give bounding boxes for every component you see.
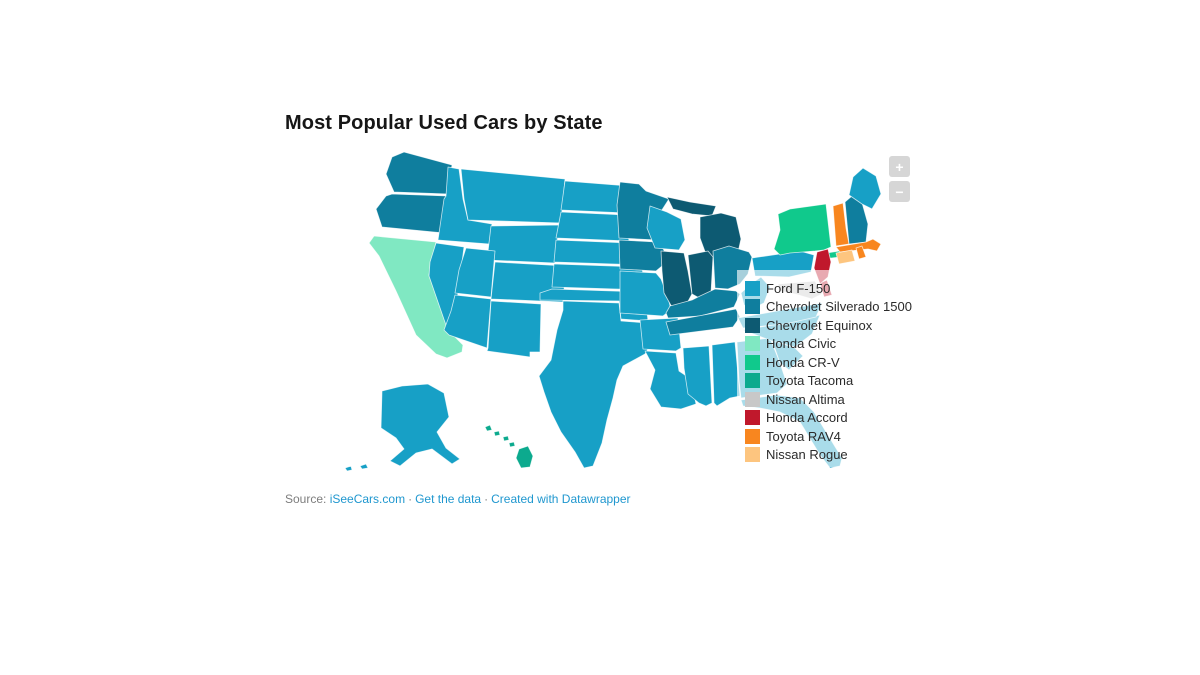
state-HI[interactable] [508,441,516,448]
legend-item[interactable]: Toyota RAV4 [745,427,883,446]
legend-item[interactable]: Honda CR-V [745,353,883,372]
state-ME[interactable] [848,167,882,210]
legend-item[interactable]: Nissan Altima [745,390,883,409]
legend-item-label: Honda Accord [766,410,848,426]
state-RI[interactable] [855,245,867,260]
legend-item-label: Toyota Tacoma [766,373,854,389]
legend-item-label: Ford F-150 [766,280,831,296]
state-AZ[interactable] [443,294,492,349]
legend-item-label: Chevrolet Equinox [766,317,873,333]
separator-dot: · [408,492,413,506]
legend-item-label: Chevrolet Silverado 1500 [766,299,912,315]
legend-swatch [745,373,760,389]
state-WY[interactable] [486,224,560,264]
legend-swatch [745,354,760,370]
legend-item[interactable]: Toyota Tacoma [745,372,883,391]
state-TX[interactable] [538,300,652,469]
source-link-iseecars[interactable]: iSeeCars.com [329,492,406,506]
get-the-data-link[interactable]: Get the data [415,492,482,506]
legend-item-label: Toyota RAV4 [766,428,841,444]
legend-item[interactable]: Ford F-150 [745,279,883,298]
legend-item[interactable]: Chevrolet Equinox [745,316,883,335]
state-MI[interactable] [666,196,717,217]
state-UT[interactable] [454,247,496,298]
map-legend: Ford F-150 Chevrolet Silverado 1500 Chevro… [737,270,912,467]
state-WI[interactable] [646,205,686,251]
legend-swatch [745,280,760,296]
state-LA[interactable] [644,350,697,410]
legend-swatch [745,391,760,407]
legend-item-label: Honda CR-V [766,354,840,370]
state-OR[interactable] [375,193,449,234]
legend-item-label: Nissan Rogue [766,447,848,463]
state-NY[interactable] [773,203,832,256]
zoom-out-button[interactable]: − [889,181,910,202]
state-VT[interactable] [832,202,850,247]
separator-dot: · [484,492,489,506]
legend-item[interactable]: Nissan Rogue [745,446,883,465]
state-NM[interactable] [486,300,542,358]
state-TN[interactable] [665,308,741,336]
datawrapper-credit-link[interactable]: Created with Datawrapper [491,492,631,506]
source-label: Source: [285,492,327,506]
state-KY[interactable] [665,288,741,319]
legend-item[interactable]: Honda Accord [745,409,883,428]
state-AK[interactable] [359,463,369,470]
state-AL[interactable] [711,341,741,407]
legend-swatch [745,428,760,444]
zoom-in-button[interactable]: + [889,156,910,177]
source-line: Source: iSeeCars.com · Get the data · Create… [285,492,631,506]
legend-swatch [745,410,760,426]
state-MS[interactable] [682,345,713,407]
legend-swatch [745,299,760,315]
state-AK[interactable] [344,465,353,472]
legend-item-label: Honda Civic [766,336,837,352]
state-HI[interactable] [502,435,510,442]
legend-swatch [745,447,760,463]
state-WA[interactable] [385,151,453,195]
page-title: Most Popular Used Cars by State [285,112,603,134]
legend-swatch [745,317,760,333]
legend-swatch [745,336,760,352]
state-MT[interactable] [460,168,566,224]
zoom-controls: + − [889,156,910,202]
legend-list: Ford F-150 Chevrolet Silverado 1500 Chevro… [745,279,912,465]
state-HI[interactable] [484,424,493,432]
legend-item-label: Nissan Altima [766,391,845,407]
state-MI[interactable] [699,212,742,258]
legend-item[interactable]: Chevrolet Silverado 1500 [745,298,912,317]
legend-item[interactable]: Honda Civic [745,335,883,354]
state-CT[interactable] [835,249,856,265]
state-AK[interactable] [380,383,461,467]
state-HI[interactable] [515,445,534,469]
state-HI[interactable] [493,430,501,437]
